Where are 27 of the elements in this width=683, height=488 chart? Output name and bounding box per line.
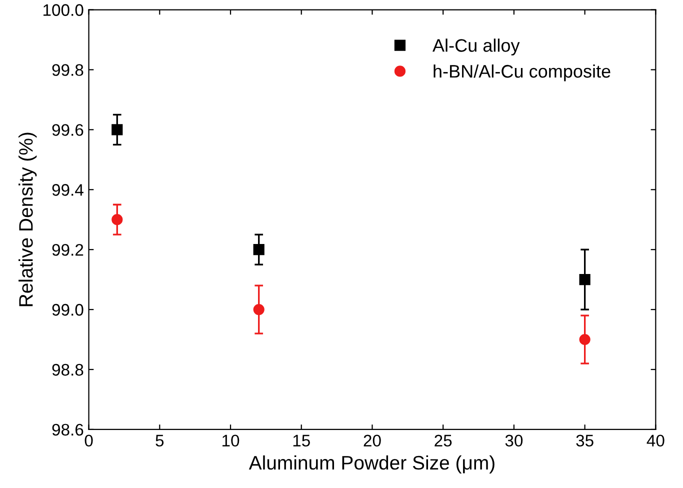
- y-tick-label: 99.2: [52, 244, 84, 256]
- y-axis-title: Relative Density (%): [18, 132, 37, 306]
- y-tick-label: 98.8: [52, 364, 84, 376]
- point: [112, 214, 123, 226]
- point: [112, 124, 123, 136]
- x-tick-label: 10: [222, 434, 240, 447]
- x-tick-label: 0: [84, 434, 93, 447]
- y-tick-label: 99.8: [52, 64, 84, 76]
- point: [253, 244, 264, 256]
- x-tick-label: 5: [156, 434, 164, 447]
- x-tick-label: 20: [364, 434, 381, 447]
- point: [253, 304, 264, 316]
- y-tick-label: 99.6: [52, 124, 84, 136]
- legend-label: h-BN/Al-Cu composite: [434, 64, 610, 82]
- y-tick-label: 100.0: [43, 4, 84, 16]
- point: [579, 274, 590, 286]
- y-tick-label: 99.4: [52, 184, 84, 196]
- legend-label: Al-Cu alloy: [432, 38, 520, 56]
- x-tick-label: 15: [293, 434, 310, 447]
- point: [579, 334, 590, 346]
- y-tick-label: 99.0: [52, 304, 84, 316]
- y-tick-label: 98.6: [52, 424, 84, 436]
- x-tick-label: 25: [434, 434, 452, 447]
- x-axis-title: Aluminum Powder Size (μm): [248, 455, 494, 474]
- x-tick-label: 35: [576, 434, 594, 447]
- x-tick-label: 40: [646, 434, 664, 447]
- x-tick-label: 30: [505, 434, 523, 447]
